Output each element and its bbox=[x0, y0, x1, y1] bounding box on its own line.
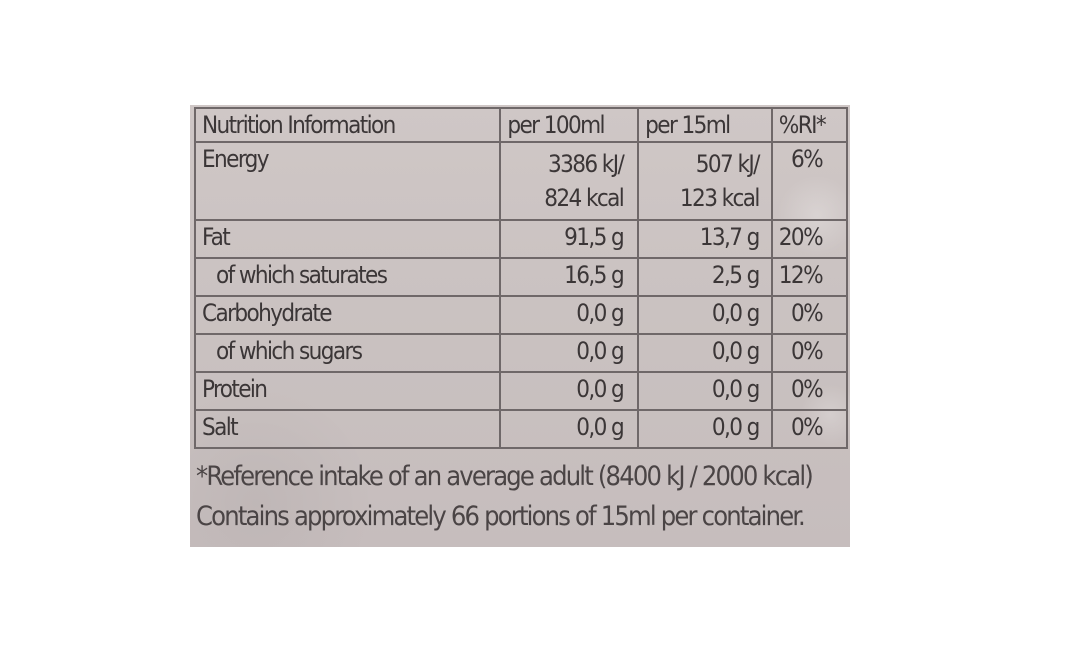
header-ri: %RI* bbox=[770, 107, 849, 143]
table-row: Fat 91,5 g 13,7 g 20% bbox=[193, 219, 849, 259]
nutrition-label: Nutrition Information per 100ml per 15ml… bbox=[190, 105, 850, 547]
cell-ri: 0% bbox=[770, 409, 849, 449]
cell-ri: 20% bbox=[770, 219, 849, 259]
footnote: *Reference intake of an average adult (8… bbox=[196, 457, 814, 537]
energy-per-15ml-kj: 507 kJ/ bbox=[695, 150, 761, 178]
table-row: Carbohydrate 0,0 g 0,0 g 0% bbox=[193, 295, 849, 335]
energy-per-100ml-kj: 3386 kJ/ bbox=[548, 150, 625, 178]
cell-per-100ml: 0,0 g bbox=[499, 295, 640, 335]
table-row: of which sugars 0,0 g 0,0 g 0% bbox=[193, 333, 849, 373]
nutrition-table: Nutrition Information per 100ml per 15ml… bbox=[193, 107, 849, 449]
cell-ri: 0% bbox=[770, 371, 849, 411]
cell-per-100ml: 0,0 g bbox=[499, 409, 640, 449]
row-label: Carbohydrate bbox=[193, 295, 502, 335]
cell-per-100ml: 91,5 g bbox=[499, 219, 640, 259]
cell-per-15ml: 2,5 g bbox=[637, 257, 773, 297]
footnote-portions: Contains approximately 66 portions of 15… bbox=[196, 501, 806, 532]
cell-per-15ml: 13,7 g bbox=[637, 219, 773, 259]
row-label: Protein bbox=[193, 371, 502, 411]
row-label: Fat bbox=[193, 219, 502, 259]
energy-per-15ml: 507 kJ/ 123 kcal bbox=[637, 141, 773, 221]
header-per-15ml: per 15ml bbox=[637, 107, 773, 143]
table-row-energy: Energy 3386 kJ/ 824 kcal 507 kJ/ 123 kca… bbox=[193, 141, 849, 221]
row-label: Salt bbox=[193, 409, 502, 449]
footnote-reference-intake: *Reference intake of an average adult (8… bbox=[196, 461, 814, 492]
energy-ri: 6% bbox=[770, 141, 849, 221]
energy-per-15ml-kcal: 123 kcal bbox=[679, 184, 760, 212]
cell-per-15ml: 0,0 g bbox=[637, 371, 773, 411]
row-label: of which saturates bbox=[193, 257, 502, 297]
header-per-100ml: per 100ml bbox=[499, 107, 640, 143]
row-label: of which sugars bbox=[193, 333, 502, 373]
table-row: Protein 0,0 g 0,0 g 0% bbox=[193, 371, 849, 411]
cell-ri: 12% bbox=[770, 257, 849, 297]
energy-per-100ml-kcal: 824 kcal bbox=[544, 184, 624, 212]
cell-per-15ml: 0,0 g bbox=[637, 295, 773, 335]
cell-per-15ml: 0,0 g bbox=[637, 409, 773, 449]
table-row: Salt 0,0 g 0,0 g 0% bbox=[193, 409, 849, 449]
table-header-row: Nutrition Information per 100ml per 15ml… bbox=[193, 107, 849, 143]
cell-ri: 0% bbox=[770, 333, 849, 373]
cell-per-15ml: 0,0 g bbox=[637, 333, 773, 373]
energy-per-100ml: 3386 kJ/ 824 kcal bbox=[499, 141, 640, 221]
cell-ri: 0% bbox=[770, 295, 849, 335]
cell-per-100ml: 0,0 g bbox=[499, 333, 640, 373]
header-nutrition-information: Nutrition Information bbox=[193, 107, 502, 143]
cell-per-100ml: 16,5 g bbox=[499, 257, 640, 297]
cell-per-100ml: 0,0 g bbox=[499, 371, 640, 411]
table-row: of which saturates 16,5 g 2,5 g 12% bbox=[193, 257, 849, 297]
row-label-energy: Energy bbox=[193, 141, 502, 221]
